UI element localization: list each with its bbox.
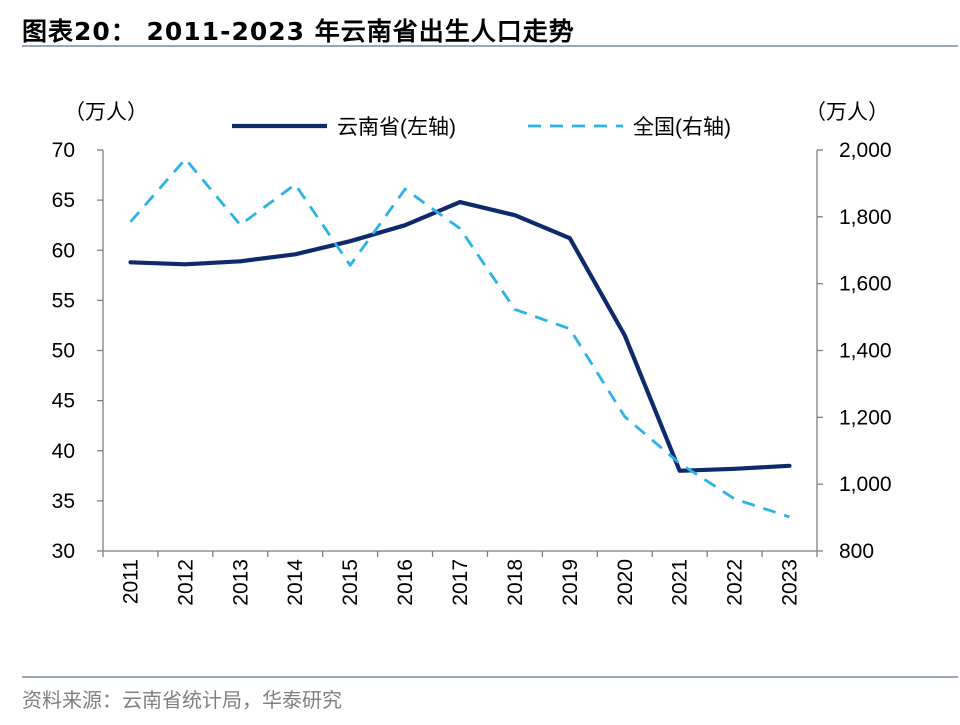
line-chart: 30 35 40 45 50 55 60 65 70 800 1,000 1,200 1,400 1,60… <box>52 101 892 606</box>
left-axis-tick-label: 65 <box>52 189 75 212</box>
x-axis-tick-label: 2019 <box>559 559 582 606</box>
title-rule <box>22 45 958 47</box>
right-axis-tick-label: 1,200 <box>839 406 892 429</box>
legend-label-national: 全国(右轴) <box>633 116 731 139</box>
x-axis-tick-label: 2017 <box>449 559 472 606</box>
legend-label-yunnan: 云南省(左轴) <box>337 116 456 139</box>
x-axis-tick-label: 2020 <box>614 559 637 606</box>
right-axis-tick-label: 800 <box>839 540 874 563</box>
right-axis-tick-label: 2,000 <box>839 139 892 162</box>
x-axis-tick-label: 2018 <box>504 559 527 606</box>
left-axis-tick-label: 70 <box>52 139 75 162</box>
source-note: 资料来源：云南省统计局，华泰研究 <box>22 688 342 712</box>
x-axis-tick-label: 2021 <box>669 559 692 606</box>
series-line-yunnan <box>128 200 792 473</box>
right-axis-tick-label: 1,000 <box>839 473 892 496</box>
left-axis-tick-label: 55 <box>52 289 75 312</box>
x-axis-tick-label: 2015 <box>339 559 362 606</box>
left-axis-tick-label: 40 <box>52 440 75 463</box>
x-axis-tick-label: 2016 <box>394 559 417 606</box>
figure-title: 图表20： 2011-2023 年云南省出生人口走势 <box>22 17 575 46</box>
left-axis-tick-label: 35 <box>52 490 75 513</box>
x-axis-tick-label: 2014 <box>284 559 307 606</box>
x-axis-tick-label: 2012 <box>174 559 197 606</box>
right-axis-tick-label: 1,800 <box>839 206 892 229</box>
x-axis-tick-label: 2011 <box>119 559 142 604</box>
x-axis-tick-label: 2013 <box>229 559 252 606</box>
left-axis-tick-label: 50 <box>52 340 75 363</box>
left-axis-unit: （万人） <box>64 101 148 124</box>
left-axis-tick-label: 30 <box>52 540 75 563</box>
x-axis-tick-label: 2023 <box>779 559 802 606</box>
x-axis-tick-label: 2022 <box>724 559 747 606</box>
footer-rule <box>22 676 958 678</box>
right-axis-tick-label: 1,400 <box>839 340 892 363</box>
right-axis-unit: （万人） <box>805 101 889 124</box>
right-axis-tick-label: 1,600 <box>839 273 892 296</box>
left-axis-tick-label: 60 <box>52 239 75 262</box>
left-axis-tick-label: 45 <box>52 390 75 413</box>
series-line-national <box>129 157 790 519</box>
